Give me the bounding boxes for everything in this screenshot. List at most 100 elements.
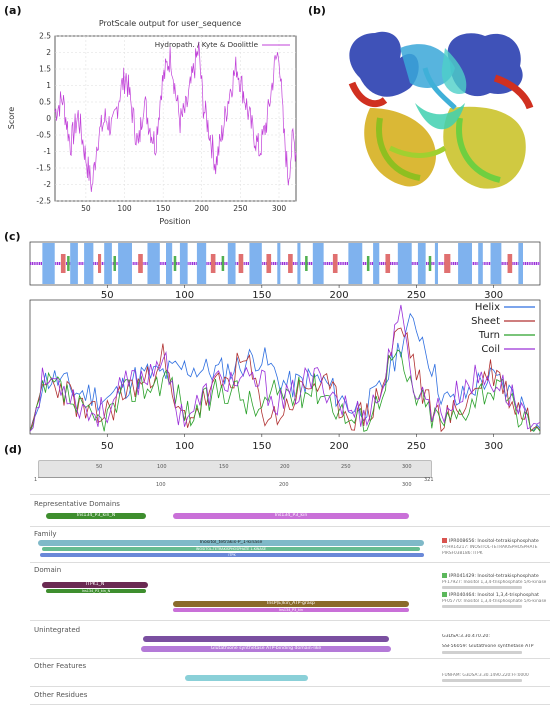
domain-bar-itpk1-n[interactable]: ITPK1_N [42,582,148,588]
hydropathy-y-tick: 2.5 [39,32,51,41]
ss-helix-block [417,243,426,284]
ss-sheet-block [507,254,513,273]
unintegrated-bar-g3dsa[interactable] [143,636,389,642]
ss-sheet-block [332,254,338,273]
domain-side-entry[interactable]: PF05770: Inositol 1,3,4-trisphosphate 5/… [442,599,547,604]
ruler-tick-bottom: 100 [156,482,166,488]
domain-bar-atp-grasp[interactable]: InsP(E)kin_ATP-grasp [173,601,409,607]
section-other-features: Other Features [34,662,87,670]
section-divider [30,686,550,687]
secondary-structure-panel: 50 100 150 200 250 300 50 100 150 200 250 300 Heli… [29,241,541,450]
ss-helix-block [277,243,281,284]
ruler-tick-bottom: 300 [402,482,412,488]
ss-profile-x-tick: 250 [407,441,426,450]
ss-helix-block [478,243,483,284]
section-divider [30,494,550,495]
section-domain: Domain [34,566,62,574]
ss-turn-block [113,256,116,271]
other-feature-side-bar [442,679,522,682]
ss-turn-block [428,256,432,271]
domain-bar-pfam-n[interactable]: Ins134_P3_kin_N [46,589,146,593]
domain-side-bar [442,605,522,608]
panel-label-a: (a) [4,4,22,17]
other-feature-bar[interactable] [185,675,308,681]
rep-domain-bar-n[interactable]: Ins134_P3_kin_N [46,513,146,519]
hydropathy-legend-label: Hydropath. / Kyte & Doolittle [155,40,259,49]
hydropathy-y-tick: 1.5 [39,65,51,74]
domain-map-panel: 50 100 150 200 250 300 1 321 100 200 300… [30,458,550,708]
ss-helix-block [490,243,502,284]
sequence-ruler[interactable]: 50 100 150 200 250 300 [38,460,432,478]
ss-helix-block [458,243,472,284]
ss-profile-x-tick: 50 [101,441,114,450]
domain-side-bar [442,586,522,589]
ss-helix-block [348,243,363,284]
ss-helix-block [397,243,412,284]
family-bar-pirsf[interactable]: ITPK [40,553,424,557]
ss-turn-block [366,256,370,271]
ss-track [30,243,540,284]
domain-side-entry[interactable]: IPR041429: Inositol-tetrakisphosphate [442,573,550,579]
section-divider [30,704,550,705]
section-divider [30,620,550,621]
unintegrated-side-bar [442,651,522,654]
hydropathy-x-ticks: 50 100 150 200 250 300 [81,204,286,213]
section-divider [30,562,550,563]
family-side-entry[interactable]: IPR008656: Inositol-tetrakisphosphate [442,538,550,544]
ss-coil-line [29,304,541,432]
hydropathy-x-tick: 300 [272,204,287,213]
ss-helix-block [297,243,301,284]
ss-profile-x-tick: 150 [252,441,271,450]
family-bar-panther[interactable]: INOSITOL-TETRAKISPHOSPHATE 1-KINASE [42,547,420,551]
hydropathy-x-tick: 250 [233,204,248,213]
family-side-entry[interactable]: PIRSF038186: ITPK [442,551,483,556]
ss-legend-coil: Coil [481,344,500,355]
ss-helix-block [70,243,78,284]
ss-sheet-block [385,254,391,273]
protein-structure-image [348,31,534,189]
ss-profile-x-tick: 100 [175,441,194,450]
ss-sheet-block [138,254,143,273]
unintegrated-bar-ssf[interactable]: Glutathione synthetase ATP-binding domai… [141,646,391,652]
ss-track-tick: 50 [101,290,114,301]
hydropathy-x-tick: 150 [156,204,171,213]
ss-track-ticks: 50 100 150 200 250 300 [101,285,503,301]
family-bar-inositol[interactable]: Inositol_tetrakis-P_1-kinase [38,540,424,546]
unintegrated-side-entry[interactable]: G3DSA:3.30.470.20: [442,634,490,639]
interpro-family-icon [442,538,447,543]
ss-helix-block [434,243,438,284]
ss-helix-line [29,312,541,432]
hydropathy-series-line [54,41,297,192]
ss-sheet-block [238,254,244,273]
domain-side-entry[interactable]: IPR040464: Inositol 1,3,4-trisphosphat [442,592,550,598]
ss-sheet-block [444,254,451,273]
ss-legend-sheet: Sheet [471,316,500,327]
ss-helix-block [196,243,207,284]
ruler-tick: 250 [341,464,351,470]
hydropathy-y-tick: 0.5 [39,98,51,107]
other-feature-side-entry[interactable]: FUNFAM: G3DSA:3.30.1490.220:FF:0000 [442,673,529,678]
ss-helix-block [179,243,188,284]
ss-sheet-block [98,254,102,273]
hydropathy-y-tick: -2.5 [36,197,51,206]
ss-turn-block [221,256,225,271]
hydropathy-y-tick: -2 [44,180,52,189]
domain-side-entry[interactable]: PF17927: Inositol 1,3,4-trisphosphate 5/… [442,580,547,585]
ruler-tick-bottom: 200 [279,482,289,488]
ruler-tick: 150 [219,464,229,470]
hydropathy-y-tick: -1 [44,147,52,156]
hydropathy-y-tick: -0.5 [36,131,51,140]
ss-helix-block [147,243,160,284]
ruler-end: 321 [424,477,434,483]
domain-bar-pfam-kin[interactable]: Ins134_P3_kin [173,608,409,612]
section-family: Family [34,530,57,538]
ss-track-tick: 150 [252,290,271,301]
ss-profile-x-tick: 200 [330,441,349,450]
rep-domain-bar-kin[interactable]: Ins134_P3_kin [173,513,409,519]
ss-helix-block [84,243,94,284]
ss-legend: Helix Sheet Turn Coil [471,302,535,355]
hydropathy-x-tick: 50 [81,204,91,213]
unintegrated-side-entry[interactable]: SSF56059: Glutathione synthetase ATP [442,644,534,649]
ss-helix-block [373,243,380,284]
family-side-entry[interactable]: PTHR14217: INOSITOL-TETRAKISPHOSPHATE [442,545,538,550]
